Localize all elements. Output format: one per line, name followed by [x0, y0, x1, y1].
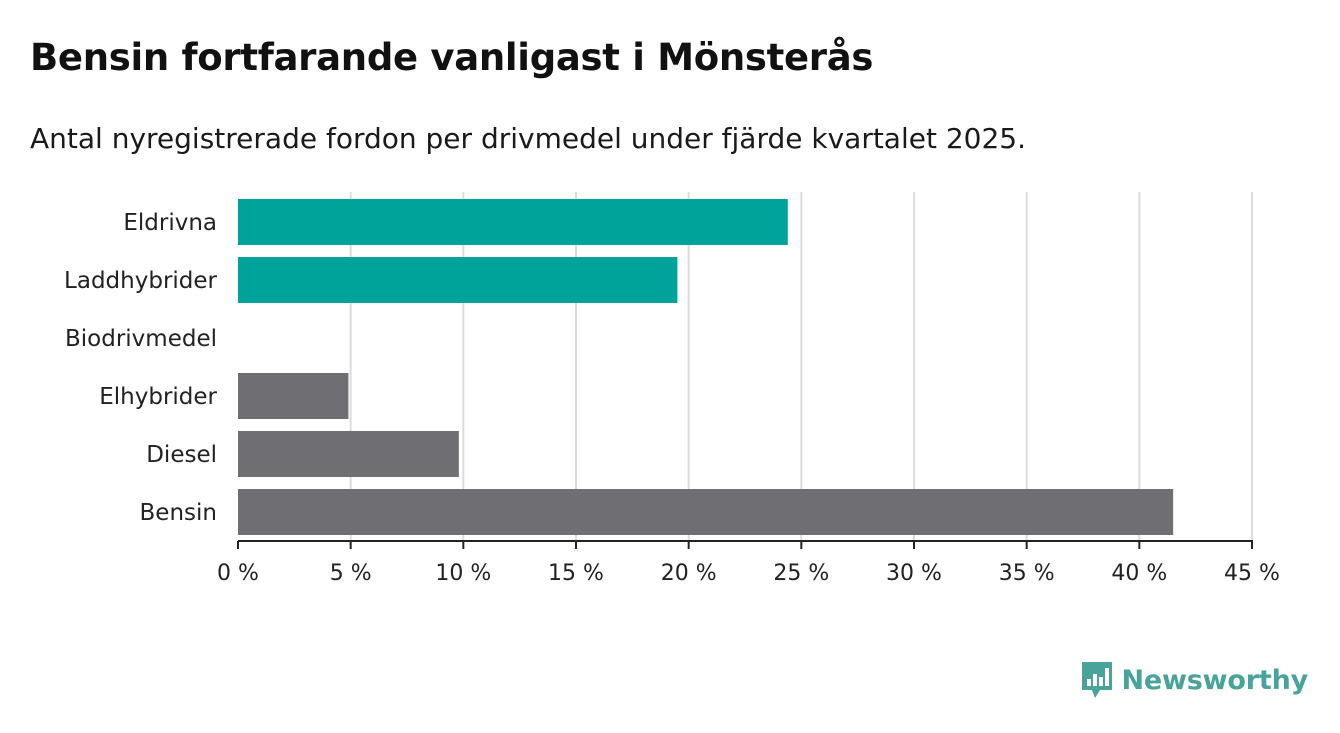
- category-label: Bensin: [140, 500, 217, 526]
- newsworthy-logo: Newsworthy: [1080, 660, 1308, 700]
- category-label: Biodrivmedel: [65, 326, 217, 352]
- bar: [238, 257, 678, 303]
- category-label: Laddhybrider: [64, 268, 217, 294]
- chart-subtitle: Antal nyregistrerade fordon per drivmede…: [30, 122, 1027, 155]
- x-tick-label: 25 %: [773, 561, 829, 586]
- x-tick-label: 45 %: [1224, 561, 1280, 586]
- x-tick-label: 15 %: [548, 561, 604, 586]
- x-tick-label: 40 %: [1111, 561, 1167, 586]
- x-tick-label: 5 %: [330, 561, 372, 586]
- category-label: Eldrivna: [123, 210, 217, 236]
- bar: [238, 431, 459, 477]
- newsworthy-chart-icon: [1081, 662, 1112, 698]
- x-tick-label: 10 %: [435, 561, 491, 586]
- category-label: Elhybrider: [99, 384, 217, 410]
- logo-text: Newsworthy: [1121, 664, 1309, 696]
- bar: [238, 373, 349, 419]
- x-tick-label: 20 %: [661, 561, 717, 586]
- category-label: Diesel: [146, 442, 217, 468]
- x-tick-label: 0 %: [217, 561, 259, 586]
- bar: [238, 489, 1174, 535]
- x-tick-label: 30 %: [886, 561, 942, 586]
- x-tick-label: 35 %: [999, 561, 1055, 586]
- bar: [238, 199, 788, 245]
- chart-title: Bensin fortfarande vanligast i Mönsterås: [30, 36, 874, 79]
